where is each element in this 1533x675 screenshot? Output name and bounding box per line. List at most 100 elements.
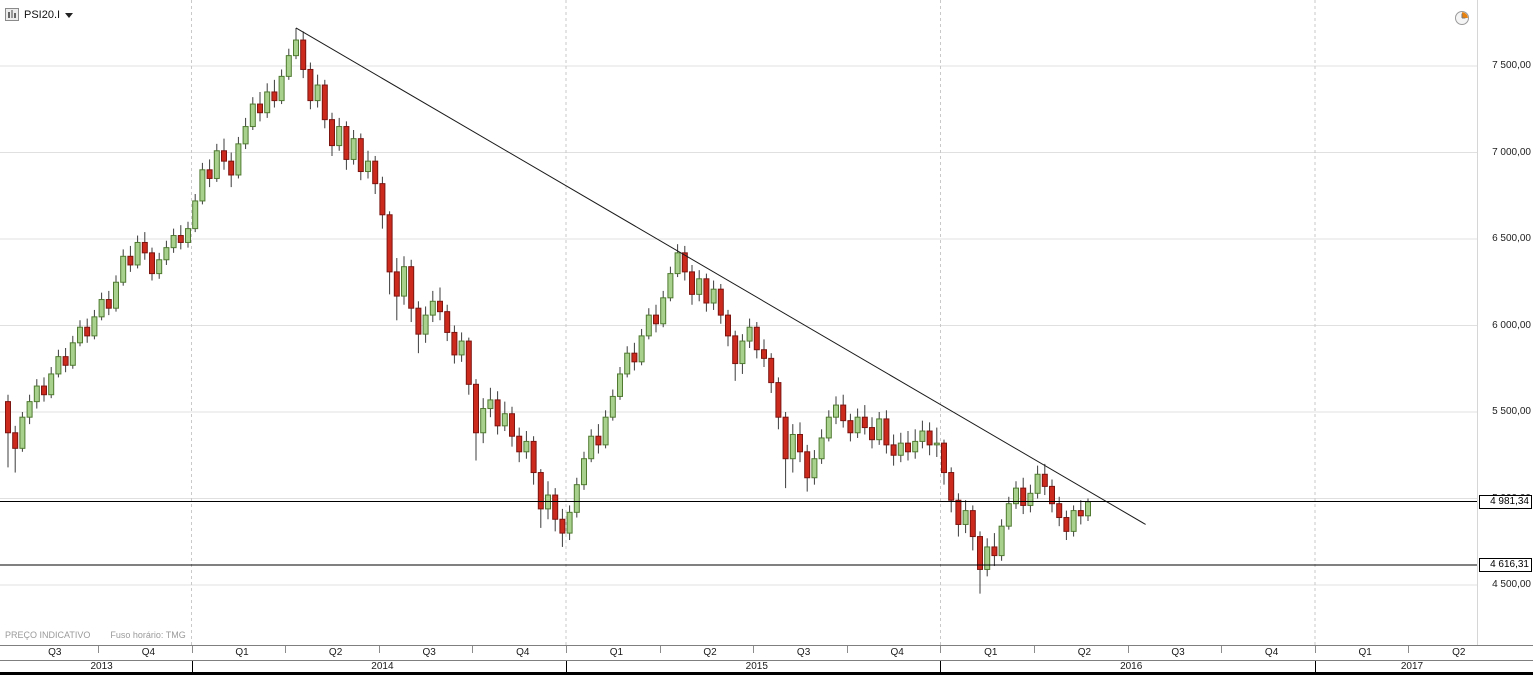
candle (350, 138, 357, 160)
candle (703, 278, 710, 304)
price-indicative-note: PREÇO INDICATIVO (5, 630, 91, 640)
candle (768, 357, 775, 384)
candle (710, 288, 717, 304)
candle (1013, 487, 1019, 505)
candle (149, 252, 155, 275)
quarter-tick (1127, 646, 1129, 653)
candle (357, 138, 364, 173)
price-chart[interactable] (0, 0, 1477, 645)
candle (811, 458, 818, 479)
candle (1049, 485, 1055, 505)
x-axis-quarter-label: Q2 (1077, 647, 1092, 658)
candle (62, 356, 69, 366)
candle (804, 451, 811, 479)
candle (26, 401, 33, 418)
x-axis-quarter-label: Q2 (328, 647, 343, 658)
candle (437, 300, 443, 313)
x-axis-year-label: 2017 (1400, 661, 1424, 672)
candle (681, 252, 688, 273)
x-axis-quarter-label: Q1 (235, 647, 249, 658)
candle (638, 335, 645, 363)
x-axis-quarter-label: Q4 (1264, 647, 1279, 658)
candle (242, 126, 249, 145)
candle (955, 499, 962, 525)
candle (113, 281, 119, 309)
candle (1027, 492, 1034, 506)
year-separator (566, 661, 567, 672)
candle (307, 68, 314, 102)
candle (429, 300, 436, 316)
candle (861, 416, 868, 429)
price-level-label: 4 616,31 (1479, 557, 1532, 572)
instrument-label: PSI20.I (24, 8, 61, 21)
quarter-tick (566, 646, 567, 653)
clock-icon[interactable] (1454, 10, 1470, 26)
candle (249, 103, 256, 128)
candle (321, 84, 328, 121)
candle (105, 299, 112, 309)
candle (559, 518, 566, 534)
year-separator (940, 661, 942, 672)
price-level-label: 4 981,34 (1479, 494, 1532, 509)
candle (746, 326, 753, 342)
quarter-tick (98, 646, 99, 653)
candle (739, 340, 746, 365)
candle (329, 119, 335, 147)
candle (314, 84, 321, 102)
candle (1063, 517, 1070, 532)
quarter-tick (940, 646, 942, 653)
quarter-tick (1034, 646, 1035, 653)
x-axis-year-label: 2013 (90, 661, 113, 672)
candle (206, 169, 213, 179)
x-axis-quarter-label: Q3 (48, 647, 62, 658)
x-axis-quarter-label: Q3 (1171, 647, 1185, 658)
candle (696, 278, 703, 295)
candle (55, 356, 62, 375)
candle (487, 399, 494, 410)
x-axis-year-label: 2016 (1120, 661, 1143, 672)
x-axis-quarter-label: Q1 (984, 647, 998, 658)
quarter-tick (378, 646, 380, 653)
candle (458, 340, 465, 356)
candle (465, 340, 472, 385)
candle (912, 440, 919, 453)
x-axis-quarter-label: Q2 (703, 647, 717, 658)
candle (624, 352, 631, 375)
y-axis-label: 7 500,00 (1492, 60, 1531, 71)
candle (962, 510, 969, 525)
candle (141, 241, 148, 254)
candle (336, 126, 343, 147)
candle (552, 494, 559, 520)
candle (573, 484, 580, 513)
candle (869, 427, 875, 441)
y-axis-label: 6 000,00 (1492, 319, 1531, 331)
candle (19, 416, 26, 449)
candle (991, 546, 998, 557)
timezone-note: Fuso horário: TMG (110, 630, 186, 640)
x-axis-year-row: 2013 2014 2015 2016 2017 (0, 660, 1533, 672)
candle (890, 444, 897, 456)
candle (494, 399, 501, 427)
candle (1056, 503, 1063, 519)
x-axis[interactable]: Q3 Q4 Q1 Q2 Q3 Q4 Q1 Q2 Q3 Q4 Q1 Q2 Q3 Q4 Q1 Q2 2013 201… (0, 645, 1533, 675)
instrument-selector[interactable]: PSI20.I (5, 8, 74, 21)
y-axis[interactable]: 7 500,00 7 000,00 6 500,00 6 000,00 5 500,00… (1477, 0, 1533, 645)
candle (98, 299, 105, 318)
candle (127, 255, 134, 266)
chevron-down-icon (65, 12, 74, 18)
candle (285, 55, 292, 77)
candle (300, 39, 307, 70)
trendline[interactable] (295, 27, 1146, 525)
candle (393, 271, 400, 297)
candle (833, 404, 839, 418)
quarter-tick (472, 646, 474, 653)
candle (1005, 503, 1012, 527)
candle (77, 326, 83, 344)
candle (401, 266, 407, 297)
candle (257, 103, 263, 114)
candle (343, 126, 350, 160)
candle (1085, 501, 1091, 517)
quarter-tick (846, 646, 848, 653)
quarter-tick (1408, 646, 1410, 653)
